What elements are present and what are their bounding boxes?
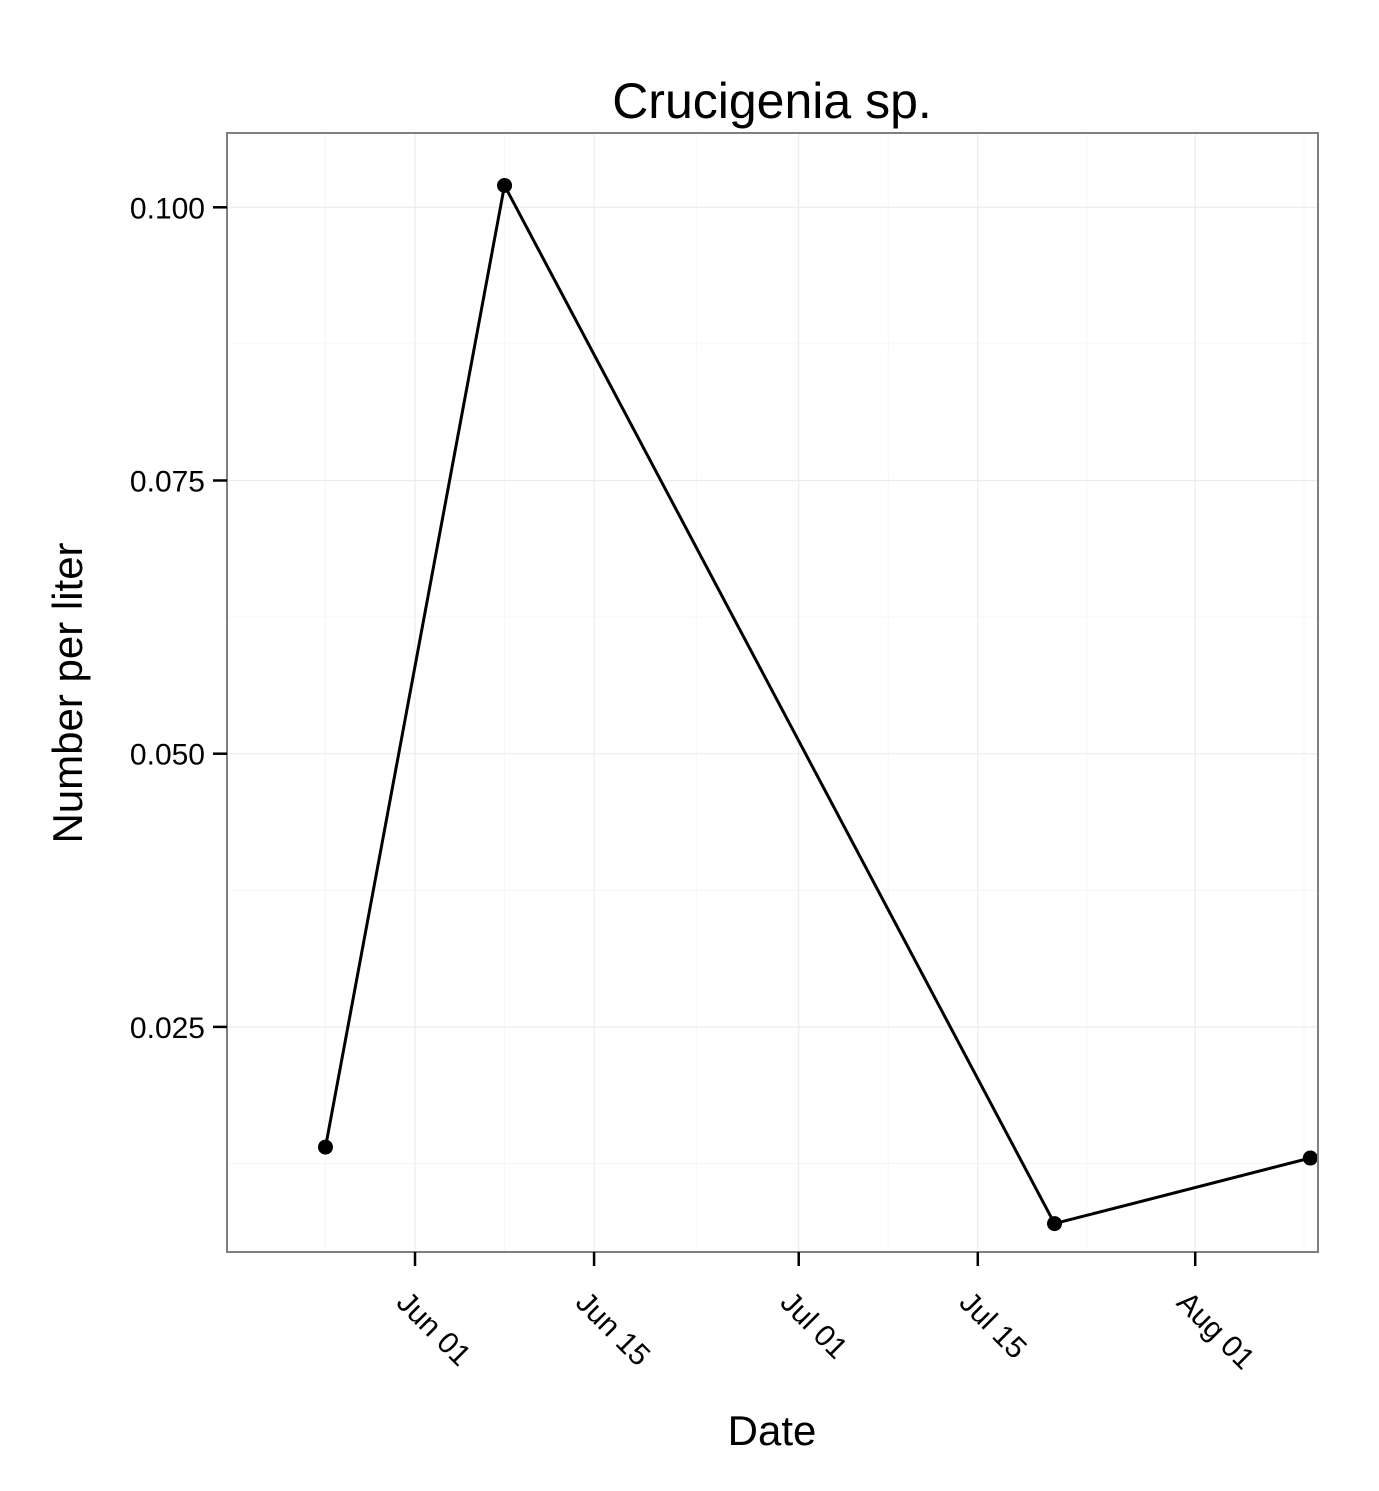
y-axis-title: Number per liter: [44, 542, 91, 843]
major-gridlines: [227, 133, 1318, 1252]
x-axis-title: Date: [728, 1407, 817, 1454]
data-point: [1302, 1150, 1318, 1166]
y-tick-label: 0.100: [130, 192, 205, 225]
y-tick-label: 0.075: [130, 466, 205, 499]
chart-title: Crucigenia sp.: [612, 73, 932, 129]
y-tick-label: 0.025: [130, 1012, 205, 1045]
minor-gridlines: [227, 133, 1318, 1252]
series-line: [324, 184, 1311, 1226]
data-point: [497, 177, 513, 193]
y-tick-label: 0.050: [130, 739, 205, 772]
plot-panel-border: [226, 132, 1319, 1253]
data-point: [1047, 1216, 1063, 1232]
y-axis: 0.025 0.050 0.075 0.100: [130, 192, 227, 1045]
series-layer: [317, 177, 1318, 1232]
data-point: [317, 1139, 333, 1155]
